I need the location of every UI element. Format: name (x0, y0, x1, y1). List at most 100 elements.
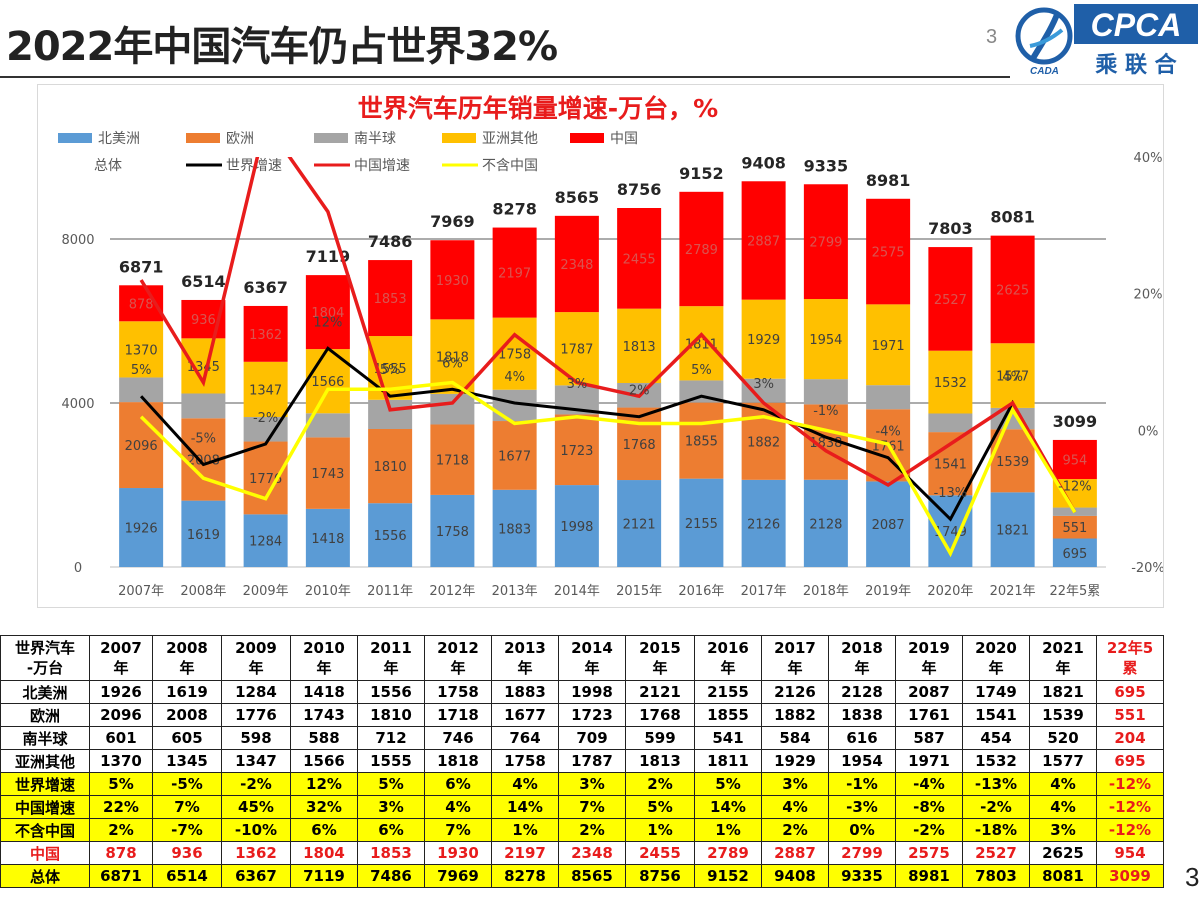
legend-label: 中国 (610, 131, 638, 147)
table-cell: 1539 (1029, 703, 1097, 727)
bar-label: 2096 (125, 439, 158, 454)
header-text: 2009 (235, 639, 277, 657)
table-cell: 2% (761, 818, 829, 842)
table-cell: 1556 (357, 680, 425, 704)
table-cell: 2197 (491, 841, 559, 865)
growth-label: 12% (313, 315, 342, 330)
table-cell: 9335 (828, 864, 896, 888)
header-text: 2019 (908, 639, 950, 657)
legend-swatch (570, 133, 604, 143)
header-text: 年 (517, 659, 533, 677)
table-cell: 14% (694, 795, 762, 819)
bar-segment (741, 378, 786, 403)
table-row: 中国增速 22% 7% 45% 32% 3% 4% 14% 7% 5% 14% 4% -3% -8% -2%… (0, 795, 1164, 819)
table-cell: 936 (152, 841, 222, 865)
excl-china-line (139, 380, 1077, 558)
table-cell: 1284 (221, 680, 291, 704)
legend-label: 亚洲其他 (482, 131, 538, 147)
table-cell: 1362 (221, 841, 291, 865)
table-cell: 1723 (558, 703, 626, 727)
total-label: 6514 (181, 272, 226, 291)
table-cell: 7803 (962, 864, 1030, 888)
table-cell: 1743 (290, 703, 358, 727)
table-cell: 746 (424, 726, 492, 750)
header-text: 年 (854, 659, 870, 677)
bar-segment (990, 235, 1035, 344)
table-cell: 1821 (1029, 680, 1097, 704)
table-cell: -5% (152, 772, 222, 796)
bar-label: 2625 (996, 283, 1029, 298)
title-divider (0, 76, 1010, 78)
table-row: 南半球 601 605 598 588 712 746 764 709 599 541 584 616 5… (0, 726, 1164, 750)
table-year-header: 2019 年 (895, 635, 963, 681)
bar-segment (181, 500, 226, 567)
header-text: 2013 (504, 639, 546, 657)
bar-segment (617, 480, 662, 567)
table-row: 欧洲 2096 2008 1776 1743 1810 1718 1677 1723 1768 18… (0, 703, 1164, 727)
bar-label: 1853 (374, 292, 407, 307)
bar-label: 1954 (809, 333, 842, 348)
table-cell: -2% (895, 818, 963, 842)
table-cell: 1926 (89, 680, 153, 704)
table-cell: 6514 (152, 864, 222, 888)
growth-label: -1% (813, 404, 838, 419)
table-corner-header: 世界汽车 -万台 (0, 635, 90, 681)
table-cell: 2126 (761, 680, 829, 704)
total-label: 9152 (679, 164, 724, 183)
bar-label: 1821 (996, 524, 1029, 539)
table-cell: 1619 (152, 680, 222, 704)
table-header-row: 世界汽车 -万台 2007 年 2008 年 2009 年 2010 年 2011 年 2012 年 201… (0, 635, 1164, 681)
table-year-header: 2008 年 (152, 635, 222, 681)
table-cell: 5% (89, 772, 153, 796)
table-cell: 1855 (694, 703, 762, 727)
table-cell: 3% (357, 795, 425, 819)
total-label: 8981 (866, 171, 911, 190)
table-cell: 1810 (357, 703, 425, 727)
table-cell: 1971 (895, 749, 963, 773)
bar-segment (430, 393, 475, 425)
table-cell: 954 (1096, 841, 1164, 865)
bar-segment (928, 350, 973, 414)
bar-segment (243, 305, 288, 362)
table-cell: 2155 (694, 680, 762, 704)
table-cell: 520 (1029, 726, 1097, 750)
table-cell: 1930 (424, 841, 492, 865)
table-cell: 709 (558, 726, 626, 750)
total-label: 6367 (243, 278, 288, 297)
table-cell: 2% (558, 818, 626, 842)
header-text: 累 (1122, 659, 1138, 677)
bar-segment (928, 413, 973, 433)
total-label: 8278 (492, 200, 537, 219)
bar-segment (866, 481, 911, 567)
footer-page-number: 3 (1185, 862, 1200, 892)
header-text: 2015 (639, 639, 681, 657)
table-cell: 9152 (694, 864, 762, 888)
table-cell: 45% (221, 795, 291, 819)
table-cell: 541 (694, 726, 762, 750)
bar-label: 2455 (623, 252, 656, 267)
bar-label: 1758 (436, 525, 469, 540)
total-label: 8565 (555, 188, 600, 207)
table-cell: 598 (221, 726, 291, 750)
y-left-tick-label: 4000 (61, 397, 94, 412)
bar-label: 1418 (311, 532, 344, 547)
table-cell: -2% (962, 795, 1030, 819)
bar-segment (554, 485, 599, 567)
bar-segment (679, 306, 724, 381)
bar-label: 1677 (498, 449, 531, 464)
table-cell: 878 (89, 841, 153, 865)
table-cell: 1418 (290, 680, 358, 704)
table-cell: 7119 (290, 864, 358, 888)
header-text: 年 (921, 659, 937, 677)
table-cell: 2455 (625, 841, 695, 865)
x-tick-label: 2011年 (367, 584, 413, 599)
header-text: 年 (179, 659, 195, 677)
bar-segment (803, 184, 848, 300)
table-year-header: 22年5 累 (1096, 635, 1164, 681)
table-cell: -4% (895, 772, 963, 796)
table-cell: -3% (828, 795, 896, 819)
table-year-header: 2009 年 (221, 635, 291, 681)
bar-segment (1052, 515, 1097, 539)
table-cell: 1776 (221, 703, 291, 727)
table-year-header: 2012 年 (424, 635, 492, 681)
